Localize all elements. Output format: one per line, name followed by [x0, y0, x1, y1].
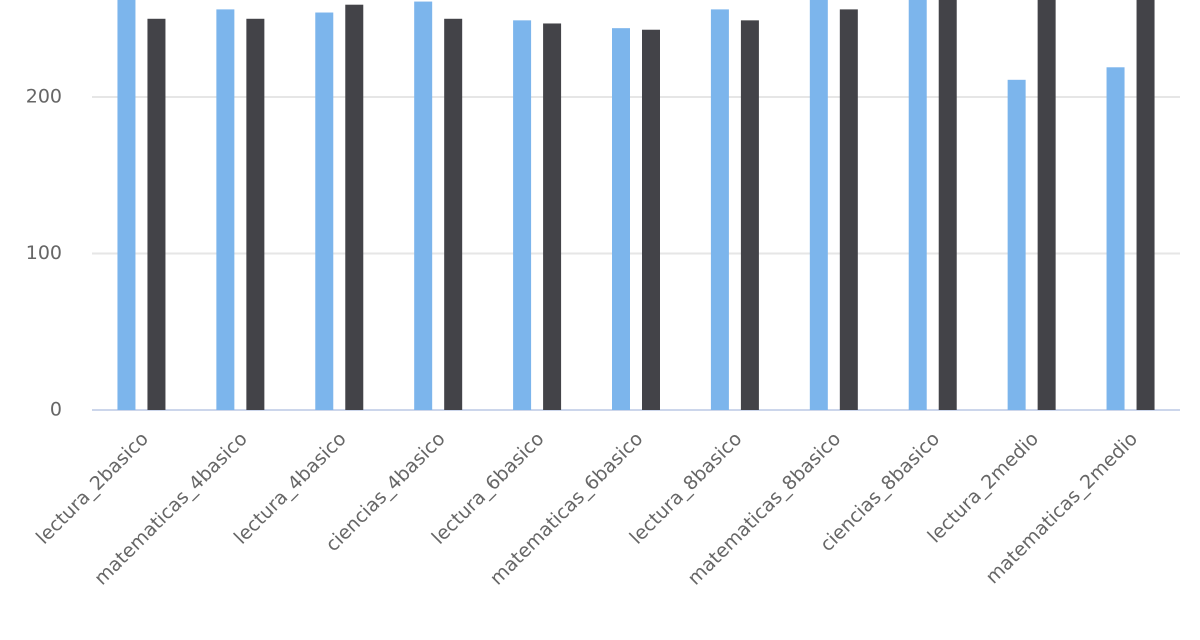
- bar: [513, 20, 532, 411]
- bar: [345, 4, 364, 411]
- bars: [117, 0, 1155, 411]
- bar: [1007, 79, 1026, 411]
- bar: [1106, 67, 1125, 411]
- bar: [1037, 0, 1056, 411]
- y-tick-label: 0: [50, 399, 62, 421]
- bar: [1136, 0, 1155, 410]
- bar: [216, 9, 235, 410]
- bar: [710, 9, 729, 410]
- bar: [938, 0, 957, 410]
- y-tick-label: 100: [26, 242, 62, 264]
- bar: [642, 29, 660, 411]
- bar: [147, 18, 166, 410]
- bar: [414, 1, 433, 411]
- bar: [246, 18, 265, 410]
- bar: [740, 20, 759, 411]
- bar: [612, 28, 630, 410]
- bar: [908, 0, 927, 410]
- bar: [543, 23, 562, 411]
- bar: [117, 0, 136, 410]
- bar: [839, 9, 858, 410]
- y-tick-label: 200: [26, 86, 62, 108]
- labels: 0100200lectura_2basicomatematicas_4basic…: [26, 86, 1142, 590]
- bar: [315, 12, 334, 411]
- bar: [809, 0, 828, 410]
- bar: [444, 18, 463, 410]
- grid: [92, 96, 1180, 411]
